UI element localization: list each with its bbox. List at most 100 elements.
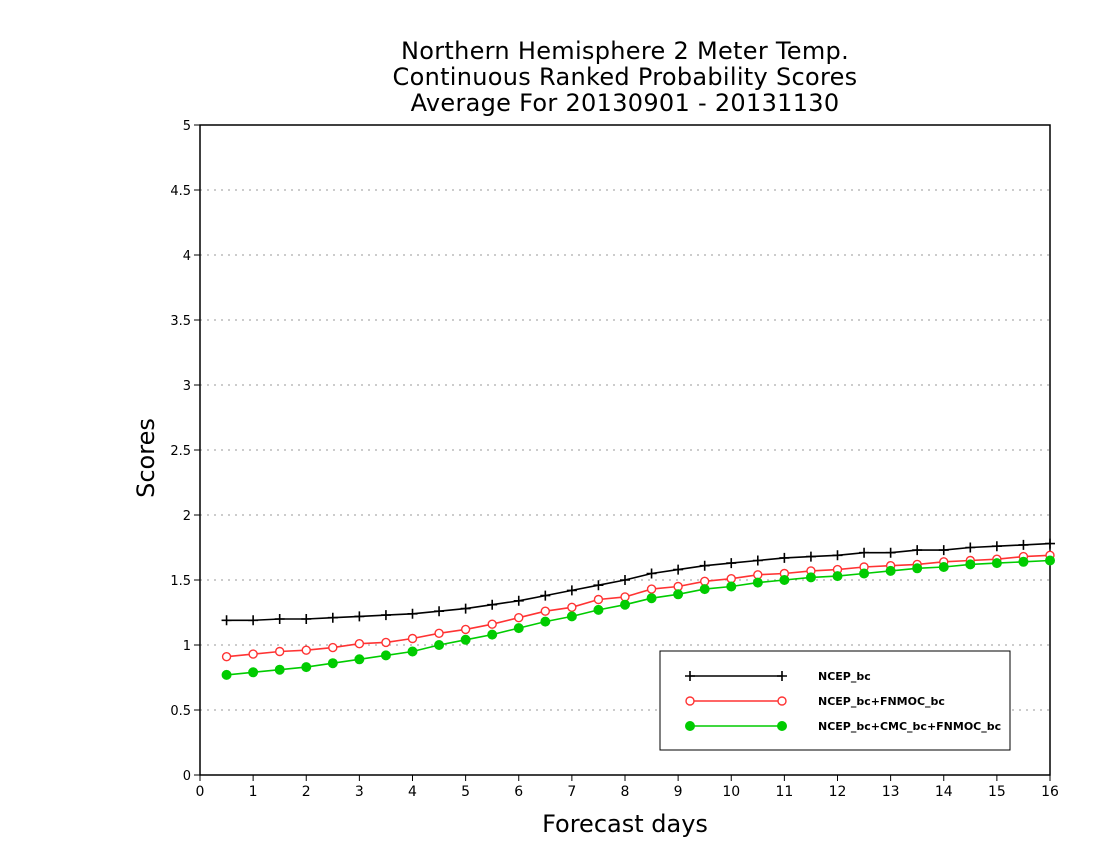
data-point [354, 611, 365, 622]
x-tick-label: 14 [935, 784, 953, 800]
data-point [354, 639, 365, 649]
x-tick-label: 9 [674, 784, 683, 800]
data-point [779, 552, 790, 563]
data-point [805, 551, 816, 562]
data-point [752, 555, 763, 566]
data-point [991, 541, 1002, 552]
data-point [407, 608, 418, 619]
data-point [779, 575, 790, 585]
x-tick-label: 4 [408, 784, 417, 800]
data-point [380, 650, 391, 661]
legend-marker [685, 721, 695, 731]
x-tick-label: 8 [621, 784, 630, 800]
data-point [434, 606, 445, 617]
data-point [593, 580, 604, 591]
data-point [460, 624, 471, 635]
data-point [514, 613, 524, 623]
data-point [646, 568, 657, 579]
y-tick-label: 4.5 [170, 184, 191, 199]
data-point [487, 599, 498, 610]
y-tick-label: 1 [183, 639, 191, 654]
data-point [301, 645, 311, 655]
data-point [885, 547, 896, 558]
data-point [248, 649, 258, 659]
data-point [221, 669, 232, 680]
data-point [805, 572, 816, 583]
data-point [274, 646, 285, 657]
data-point [328, 642, 338, 653]
data-point [699, 560, 710, 571]
x-tick-label: 16 [1041, 784, 1059, 800]
data-point [832, 550, 843, 561]
x-axis-label: Forecast days [542, 810, 708, 838]
chart-title-line-1: Northern Hemisphere 2 Meter Temp. [400, 37, 850, 65]
data-point [965, 542, 976, 553]
data-point [434, 640, 445, 650]
legend-marker [685, 696, 695, 706]
y-tick-label: 2 [183, 509, 191, 524]
y-tick-label: 0 [183, 769, 191, 784]
data-point [248, 667, 259, 678]
y-tick-label: 1.5 [170, 574, 191, 589]
data-point [726, 581, 737, 592]
data-point [248, 615, 259, 626]
x-tick-label: 7 [567, 784, 576, 800]
data-point [859, 568, 870, 579]
x-tick-label: 15 [988, 784, 1006, 800]
data-point [221, 652, 232, 662]
y-tick-label: 2.5 [170, 444, 191, 459]
data-point [540, 606, 551, 616]
x-tick-label: 0 [196, 784, 205, 800]
data-point [567, 602, 577, 612]
data-point [301, 662, 312, 673]
data-point [407, 646, 418, 657]
x-tick-label: 1 [249, 784, 258, 800]
data-point [327, 658, 338, 669]
data-point [673, 564, 684, 575]
chart-title-line-3: Average For 20130901 - 20131130 [410, 89, 840, 117]
y-tick-label: 5 [183, 119, 191, 134]
data-point [381, 637, 391, 648]
y-axis-label: Scores [132, 418, 160, 498]
x-tick-label: 3 [355, 784, 364, 800]
data-point [301, 614, 312, 624]
data-point [380, 610, 391, 621]
legend-marker [777, 671, 787, 681]
data-point [487, 619, 497, 629]
data-point [487, 629, 498, 640]
data-point [1018, 556, 1029, 567]
data-point [620, 599, 630, 610]
data-point [912, 563, 923, 574]
data-point [274, 614, 285, 624]
data-point [513, 595, 524, 606]
data-point [407, 633, 418, 644]
x-tick-label: 5 [461, 784, 470, 800]
data-point [699, 584, 710, 595]
data-point [938, 545, 949, 556]
legend-label: NCEP_bc+FNMOC_bc [818, 695, 945, 708]
data-point [832, 571, 843, 582]
series-line-2 [226, 554, 1051, 658]
data-point [859, 547, 870, 558]
data-point [327, 612, 338, 623]
data-point [434, 628, 444, 638]
data-point [1045, 555, 1055, 566]
data-point [752, 577, 763, 588]
legend-marker [777, 696, 787, 706]
legend-label: NCEP_bc [818, 670, 871, 683]
data-point [274, 664, 285, 675]
x-tick-label: 12 [829, 784, 847, 800]
data-point [991, 558, 1002, 569]
data-point [938, 562, 949, 572]
data-point [646, 593, 657, 604]
series-line-1 [226, 542, 1051, 622]
legend-label: NCEP_bc+CMC_bc+FNMOC_bc [818, 720, 1001, 733]
data-point [593, 594, 604, 605]
chart-title-line-2: Continuous Ranked Probability Scores [392, 63, 858, 91]
data-point [593, 604, 604, 615]
data-point [460, 634, 471, 645]
x-tick-label: 11 [775, 784, 793, 800]
x-tick-label: 6 [514, 784, 523, 800]
